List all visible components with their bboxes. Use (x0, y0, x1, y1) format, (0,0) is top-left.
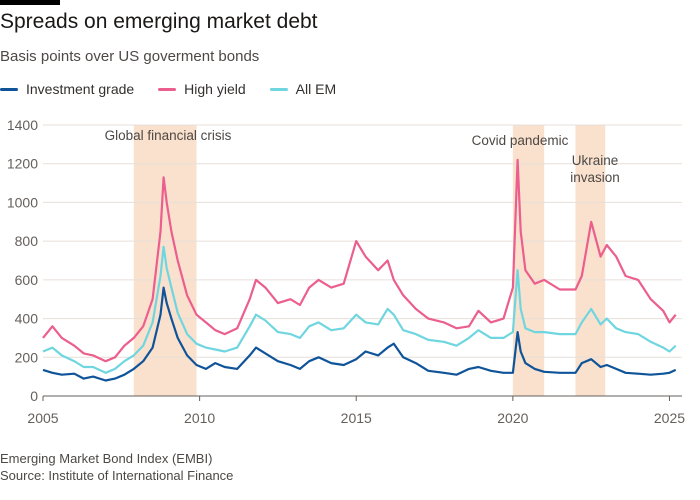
annotation-3: Ukraine (572, 153, 619, 168)
y-tick-label: 200 (15, 349, 39, 365)
x-tick-label: 2010 (184, 410, 215, 426)
y-tick-label: 1400 (7, 117, 38, 133)
x-tick-label: 2020 (497, 410, 528, 426)
legend-swatch-all-em (269, 87, 288, 91)
source-note: Emerging Market Bond Index (EMBI) (0, 451, 213, 466)
y-tick-label: 0 (30, 388, 38, 404)
legend-swatch-high-yield (158, 87, 177, 91)
chart-legend: Investment grade High yield All EM (0, 80, 360, 98)
series-line-high-yield (42, 158, 677, 363)
legend-swatch-investment-grade (0, 87, 18, 91)
legend-label-high-yield: High yield (184, 81, 246, 97)
y-tick-label: 1200 (7, 156, 38, 172)
brand-top-bar (0, 0, 60, 5)
shaded-period-3 (575, 125, 606, 396)
x-tick-label: 2005 (27, 410, 58, 426)
legend-label-investment-grade: Investment grade (26, 81, 135, 97)
legend-item-investment-grade: Investment grade (0, 81, 134, 97)
x-tick-label: 2015 (341, 410, 372, 426)
annotation-3: invasion (570, 170, 620, 185)
annotation-2: Covid pandemic (472, 133, 569, 148)
y-tick-label: 800 (15, 233, 39, 249)
y-tick-label: 400 (15, 311, 39, 327)
annotation-1: Global financial crisis (105, 128, 232, 143)
y-tick-label: 600 (15, 272, 39, 288)
legend-item-high-yield: High yield (158, 81, 246, 97)
legend-label-all-em: All EM (295, 81, 337, 97)
chart-title: Spreads on emerging market debt (0, 10, 318, 33)
chart-subtitle: Basis points over US goverment bonds (0, 48, 260, 65)
series-line-investment-grade (42, 286, 677, 382)
source-credit: Source: Institute of International Finan… (0, 468, 234, 483)
legend-item-all-em: All EM (269, 81, 337, 97)
x-tick-label: 2025 (654, 410, 685, 426)
y-tick-label: 1000 (7, 194, 38, 210)
series-line-all-em (42, 245, 677, 374)
